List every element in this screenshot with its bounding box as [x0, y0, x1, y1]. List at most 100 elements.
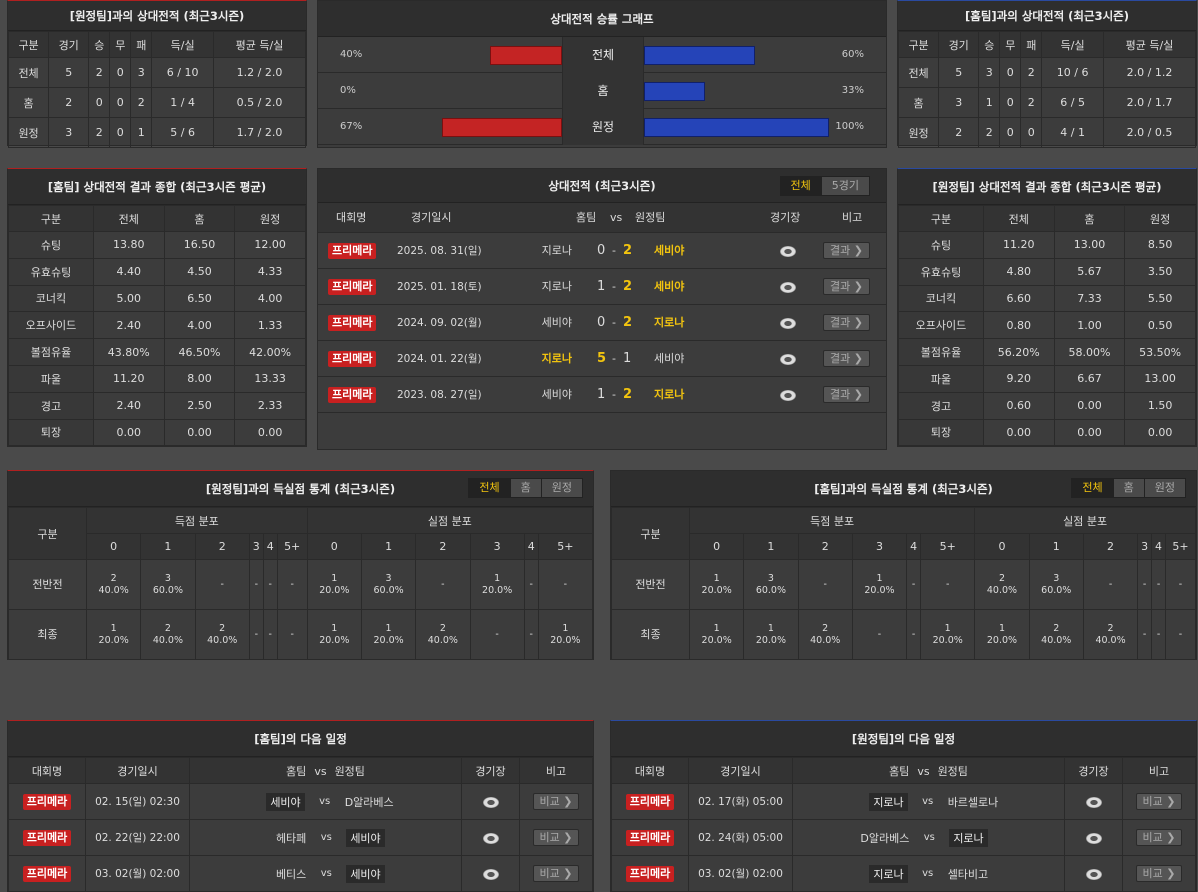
match-row[interactable]: 프리메라 2025. 01. 18(토) 지로나 1-2 세비야 결과 ❯: [318, 269, 886, 305]
stadium-icon[interactable]: [1085, 796, 1102, 808]
compare-button[interactable]: 비교 ❯: [1135, 865, 1183, 882]
compare-button[interactable]: 비교 ❯: [1135, 829, 1183, 846]
league-badge[interactable]: 프리메라: [328, 315, 377, 331]
chevron-right-icon: ❯: [559, 867, 573, 880]
away-team[interactable]: 세비야: [346, 864, 385, 883]
stadium-icon[interactable]: [1085, 832, 1102, 844]
chevron-right-icon: ❯: [559, 795, 573, 808]
h2h-matches-title: 상대전적 (최근3시즌) 전체 5경기: [318, 169, 886, 203]
away-team[interactable]: 세비야: [654, 280, 685, 293]
league-badge[interactable]: 프리메라: [328, 279, 377, 295]
home-team[interactable]: 지로나: [541, 352, 572, 365]
home-team[interactable]: 지로나: [869, 792, 908, 811]
percent: 20.0%: [986, 634, 1018, 646]
home-team[interactable]: 지로나: [541, 244, 572, 257]
home-h2h-title: [홈팀]과의 상대전적 (최근3시즌): [898, 1, 1196, 31]
tab-all[interactable]: 전체: [780, 177, 822, 195]
conceded-cell: -: [1082, 559, 1139, 610]
tab-all[interactable]: 전체: [1072, 479, 1114, 497]
match-cell: 베티스 vs 세비야: [189, 855, 462, 892]
result-button[interactable]: 결과 ❯: [823, 242, 870, 259]
league-badge[interactable]: 프리메라: [625, 793, 675, 810]
table-cell: 볼점유율: [8, 338, 94, 366]
home-team[interactable]: 헤타페: [275, 831, 307, 845]
conceded-cell: 2 40.0%: [1082, 609, 1139, 660]
result-button[interactable]: 결과 ❯: [823, 386, 870, 403]
away-team[interactable]: 지로나: [949, 828, 988, 847]
match-row[interactable]: 프리메라 2025. 08. 31(일) 지로나 0-2 세비야 결과 ❯: [318, 233, 886, 269]
tab-home[interactable]: 홈: [510, 479, 542, 497]
home-team[interactable]: D알라베스: [860, 831, 910, 845]
result-button[interactable]: 결과 ❯: [823, 278, 870, 295]
stadium-icon[interactable]: [780, 317, 796, 329]
league-badge[interactable]: 프리메라: [328, 387, 377, 403]
home-team[interactable]: 베티스: [275, 867, 307, 881]
league-badge[interactable]: 프리메라: [22, 829, 72, 846]
table-row: 볼점유율 43.80% 46.50% 42.00%: [8, 338, 306, 366]
table-row: 경고 2.40 2.50 2.33: [8, 391, 306, 420]
away-team[interactable]: 바르셀로나: [947, 795, 999, 809]
tab-5games[interactable]: 5경기: [821, 177, 869, 195]
tab-away[interactable]: 원정: [541, 479, 582, 497]
table-cell: 3: [938, 87, 980, 118]
count: 2: [998, 572, 1005, 584]
stadium-icon[interactable]: [780, 281, 796, 293]
result-button-label: 결과: [830, 352, 851, 365]
match-row[interactable]: 프리메라 2023. 08. 27(일) 세비야 1-2 지로나 결과 ❯: [318, 377, 886, 413]
stadium-icon[interactable]: [482, 868, 499, 880]
compare-button[interactable]: 비교 ❯: [1135, 793, 1183, 810]
league-badge[interactable]: 프리메라: [22, 865, 72, 882]
schedule-row[interactable]: 프리메라 02. 15(일) 02:30 세비야 vs D알라베스 비교 ❯: [8, 783, 593, 820]
compare-button[interactable]: 비교 ❯: [532, 829, 580, 846]
stadium-icon[interactable]: [482, 832, 499, 844]
column-header: 무: [109, 31, 132, 58]
away-team[interactable]: D알라베스: [344, 795, 394, 809]
home-team[interactable]: 세비야: [541, 388, 572, 401]
away-team[interactable]: 셀타비고: [947, 867, 989, 881]
schedule-row[interactable]: 프리메라 03. 02(월) 02:00 지로나 vs 셀타비고 비교 ❯: [611, 855, 1196, 892]
home-team[interactable]: 지로나: [869, 864, 908, 883]
col-stadium: 경기장: [1064, 757, 1123, 784]
stadium-icon[interactable]: [1085, 868, 1102, 880]
result-button[interactable]: 결과 ❯: [823, 314, 870, 331]
count: -: [911, 578, 916, 590]
league-badge[interactable]: 프리메라: [22, 793, 72, 810]
away-team[interactable]: 지로나: [654, 316, 685, 329]
league-badge[interactable]: 프리메라: [625, 829, 675, 846]
tab-away[interactable]: 원정: [1144, 479, 1185, 497]
result-button[interactable]: 결과 ❯: [823, 350, 870, 367]
schedule-row[interactable]: 프리메라 02. 24(화) 05:00 D알라베스 vs 지로나 비교 ❯: [611, 819, 1196, 856]
stadium-icon[interactable]: [780, 389, 796, 401]
league-badge[interactable]: 프리메라: [328, 243, 377, 259]
match-cell: D알라베스 vs 지로나: [792, 819, 1065, 856]
home-team[interactable]: 지로나: [541, 280, 572, 293]
tab-home[interactable]: 홈: [1113, 479, 1145, 497]
tab-all[interactable]: 전체: [469, 479, 511, 497]
away-team[interactable]: 세비야: [654, 244, 685, 257]
away-team[interactable]: 지로나: [654, 388, 685, 401]
match-row[interactable]: 프리메라 2024. 09. 02(월) 세비야 0-2 지로나 결과 ❯: [318, 305, 886, 341]
home-score: 5: [597, 351, 607, 366]
league-cell: 프리메라: [611, 819, 689, 856]
compare-button[interactable]: 비교 ❯: [532, 865, 580, 882]
table-cell: 전체: [7, 57, 50, 88]
league-badge[interactable]: 프리메라: [328, 351, 377, 367]
table-row: 슈팅 13.80 16.50 12.00: [8, 231, 306, 259]
home-team[interactable]: 세비야: [541, 316, 572, 329]
away-team[interactable]: 세비야: [654, 352, 685, 365]
match-row[interactable]: 프리메라 2024. 01. 22(월) 지로나 5-1 세비야 결과 ❯: [318, 341, 886, 377]
stadium-icon[interactable]: [482, 796, 499, 808]
conceded-cell: 1 20.0%: [469, 559, 525, 610]
win-graph-panel: 상대전적 승률 그래프 40% 전체 60% 0% 홈 33% 67% 원정 100%: [317, 0, 887, 148]
compare-button[interactable]: 비교 ❯: [532, 793, 580, 810]
schedule-row[interactable]: 프리메라 03. 02(월) 02:00 베티스 vs 세비야 비교 ❯: [8, 855, 593, 892]
schedule-row[interactable]: 프리메라 02. 17(화) 05:00 지로나 vs 바르셀로나 비교 ❯: [611, 783, 1196, 820]
away-team[interactable]: 세비야: [346, 828, 385, 847]
league-badge[interactable]: 프리메라: [625, 865, 675, 882]
home-team[interactable]: 세비야: [266, 792, 305, 811]
h2h-matches-title-text: 상대전적 (최근3시즌): [548, 179, 656, 193]
stadium-icon[interactable]: [780, 245, 796, 257]
schedule-row[interactable]: 프리메라 02. 22(일) 22:00 헤타페 vs 세비야 비교 ❯: [8, 819, 593, 856]
stadium-icon[interactable]: [780, 353, 796, 365]
count: -: [1156, 628, 1161, 640]
